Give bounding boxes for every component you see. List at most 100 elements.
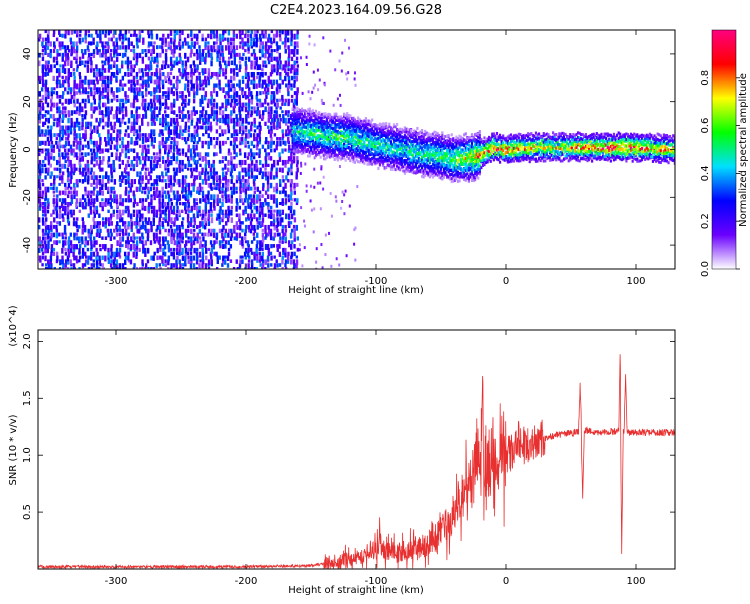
spectrogram-cell [203, 60, 207, 65]
spectrogram-cell [69, 209, 73, 215]
spectrogram-cell [141, 198, 145, 202]
spectrogram-cell [61, 110, 64, 115]
spectrogram-cell [253, 110, 256, 114]
spectrogram-cell [165, 171, 168, 177]
spectrogram-cell [269, 156, 273, 161]
spectrogram-cell [164, 91, 167, 95]
spectrogram-cell [110, 56, 113, 62]
spectrogram-cell [172, 263, 176, 268]
spectrogram-cell [164, 179, 167, 183]
spectrogram-cell [312, 70, 315, 74]
spectrogram-cell [181, 167, 184, 172]
spectrogram-cell [52, 179, 56, 185]
spectrogram-cell [113, 167, 116, 173]
spectrogram-cell [170, 240, 173, 245]
spectrogram-cell [336, 130, 339, 134]
spectrogram-cell [261, 209, 264, 215]
spectrogram-cell [213, 152, 216, 157]
spectrogram-cell [173, 60, 176, 66]
spectrogram-cell [41, 75, 44, 81]
spectrogram-cell [55, 224, 58, 230]
spectrogram-cell [296, 247, 300, 252]
spectrogram-cell [62, 240, 65, 245]
spectrogram-cell [241, 175, 245, 180]
spectrogram-cell [141, 75, 144, 81]
spectrogram-cell [250, 30, 253, 34]
spectrogram-cell [222, 255, 225, 261]
spectrogram-cell [250, 175, 254, 179]
spectrogram-cell [248, 87, 251, 91]
spectrogram-cell [242, 129, 245, 135]
spectrogram-cell [347, 71, 350, 75]
spectrogram-cell [341, 124, 344, 128]
spectrogram-cell [294, 118, 297, 122]
spectrogram-cell [39, 244, 42, 249]
spectrogram-cell [267, 163, 270, 168]
spectrogram-cell [81, 125, 84, 131]
spectrogram-cell [67, 190, 71, 195]
spectrogram-cell [262, 64, 265, 68]
spectrogram-cell [84, 201, 88, 207]
spectrogram-cell [293, 217, 297, 223]
spectrogram-cell [141, 186, 145, 191]
spectrogram-cell [218, 79, 221, 86]
spectrogram-cell [101, 159, 104, 165]
spectrogram-cell [98, 49, 101, 53]
spectrogram-cell [213, 98, 216, 103]
spectrogram-cell [164, 117, 167, 124]
spectrogram-cell [166, 221, 170, 227]
spectrogram-cell [149, 240, 153, 246]
spectrogram-cell [207, 45, 210, 50]
spectrogram-cell [87, 41, 91, 46]
spectrogram-cell [98, 121, 101, 127]
spectrogram-cell [149, 98, 153, 104]
spectrogram-cell [152, 110, 156, 115]
spectrogram-cell [110, 171, 113, 176]
spectrogram-cell [170, 117, 173, 123]
spectrogram-cell [358, 146, 361, 150]
spectrogram-cell [358, 148, 361, 152]
spectrogram-cell [170, 106, 173, 112]
spectrogram-cell [78, 110, 81, 116]
spectrogram-cell [264, 171, 267, 177]
spectrogram-cell [182, 114, 185, 120]
spectrogram-cell [336, 118, 339, 122]
spectrogram-cell [150, 102, 153, 109]
spectrogram-cell [383, 150, 386, 154]
spectrogram-cell [346, 112, 349, 116]
spectrogram-cell [63, 163, 67, 169]
spectrogram-cell [244, 75, 248, 80]
spectrogram-cell [109, 144, 113, 150]
spectrogram-cell [144, 263, 148, 268]
spectrogram-cell [115, 201, 119, 208]
spectrogram-cell [78, 125, 81, 131]
spectrogram-cell [353, 148, 357, 152]
spectrogram-cell [261, 144, 265, 149]
spectrogram-cell [144, 133, 147, 138]
spectrogram-cell [89, 194, 93, 199]
spectrogram-cell [296, 120, 299, 124]
spectrogram-cell [143, 144, 147, 150]
spectrogram-cell [184, 140, 188, 145]
spectrogram-cell [64, 201, 67, 206]
spectrogram-cell [308, 118, 311, 122]
spectrogram-cell [267, 224, 270, 230]
spectrogram-cell [118, 52, 121, 57]
spectrogram-cell [241, 236, 244, 241]
spectrogram-cell [55, 205, 58, 212]
spectrogram-cell [333, 157, 336, 161]
spectrogram-cell [58, 94, 62, 99]
spectrogram-cell [63, 224, 67, 230]
spectrogram-cell [239, 182, 242, 189]
spectrogram-cell [328, 117, 332, 121]
spectrogram-cell [124, 110, 128, 117]
spectrogram-cell [116, 129, 119, 133]
spectrogram-cell [287, 167, 290, 173]
spectrogram-cell [207, 140, 210, 147]
spectrogram-cell [198, 52, 202, 59]
spectrogram-cell [284, 259, 288, 264]
spectrogram-cell [38, 190, 42, 197]
spectrogram-cell [113, 125, 116, 130]
spectrogram-cell [99, 117, 102, 124]
spectrogram-cell [348, 204, 351, 208]
